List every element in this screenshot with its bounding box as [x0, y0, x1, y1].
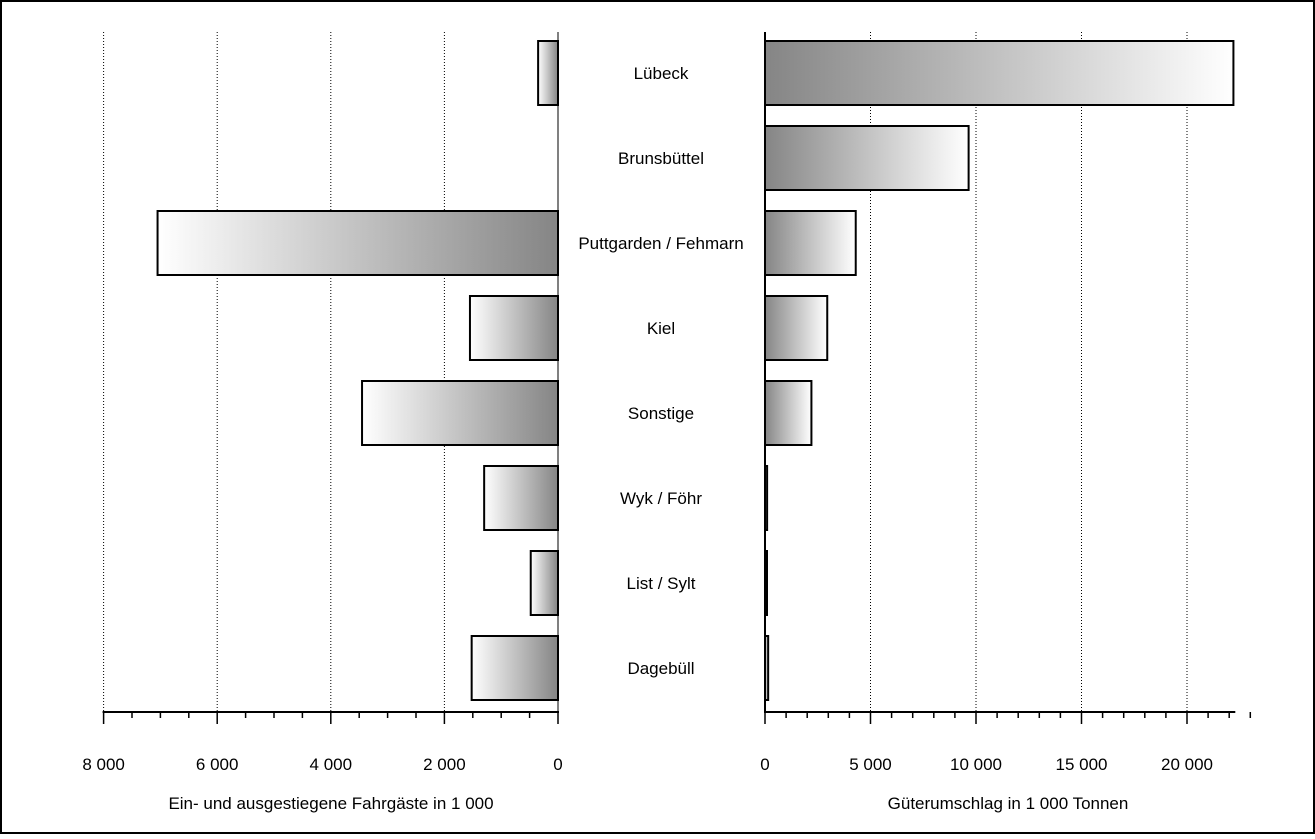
labels: Ein- und ausgestiegene Fahrgäste in 1 00…	[82, 64, 1213, 813]
passenger-bar	[529, 550, 560, 616]
cargo-bar	[764, 210, 857, 276]
axes	[102, 32, 1252, 724]
passenger-bar	[470, 635, 559, 701]
category-label: Dagebüll	[627, 659, 694, 678]
left-tick-label: 2 000	[423, 755, 466, 774]
left-tick-label: 6 000	[196, 755, 239, 774]
passenger-bar	[361, 380, 560, 446]
left-axis-title: Ein- und ausgestiegene Fahrgäste in 1 00…	[168, 794, 493, 813]
passenger-bar	[156, 210, 559, 276]
category-label: Kiel	[647, 319, 675, 338]
bars	[156, 40, 1235, 701]
right-tick-label: 20 000	[1161, 755, 1213, 774]
passenger-bar	[483, 465, 559, 531]
right-tick-label: 15 000	[1056, 755, 1108, 774]
cargo-bar	[764, 125, 970, 191]
right-tick-label: 5 000	[849, 755, 892, 774]
left-tick-label: 0	[553, 755, 562, 774]
cargo-bar	[764, 295, 829, 361]
grid-lines	[103, 32, 1188, 712]
cargo-bar	[764, 380, 813, 446]
category-label: Puttgarden / Fehmarn	[578, 234, 743, 253]
left-tick-label: 4 000	[310, 755, 353, 774]
category-label: Wyk / Föhr	[620, 489, 702, 508]
left-tick-label: 8 000	[82, 755, 125, 774]
right-tick-label: 0	[760, 755, 769, 774]
category-label: Sonstige	[628, 404, 694, 423]
cargo-bar	[764, 40, 1235, 106]
passenger-bar	[468, 295, 559, 361]
right-axis-title: Güterumschlag in 1 000 Tonnen	[888, 794, 1129, 813]
passenger-bar	[537, 40, 559, 106]
category-label: Brunsbüttel	[618, 149, 704, 168]
category-label: List / Sylt	[627, 574, 696, 593]
category-label: Lübeck	[634, 64, 689, 83]
right-tick-label: 10 000	[950, 755, 1002, 774]
